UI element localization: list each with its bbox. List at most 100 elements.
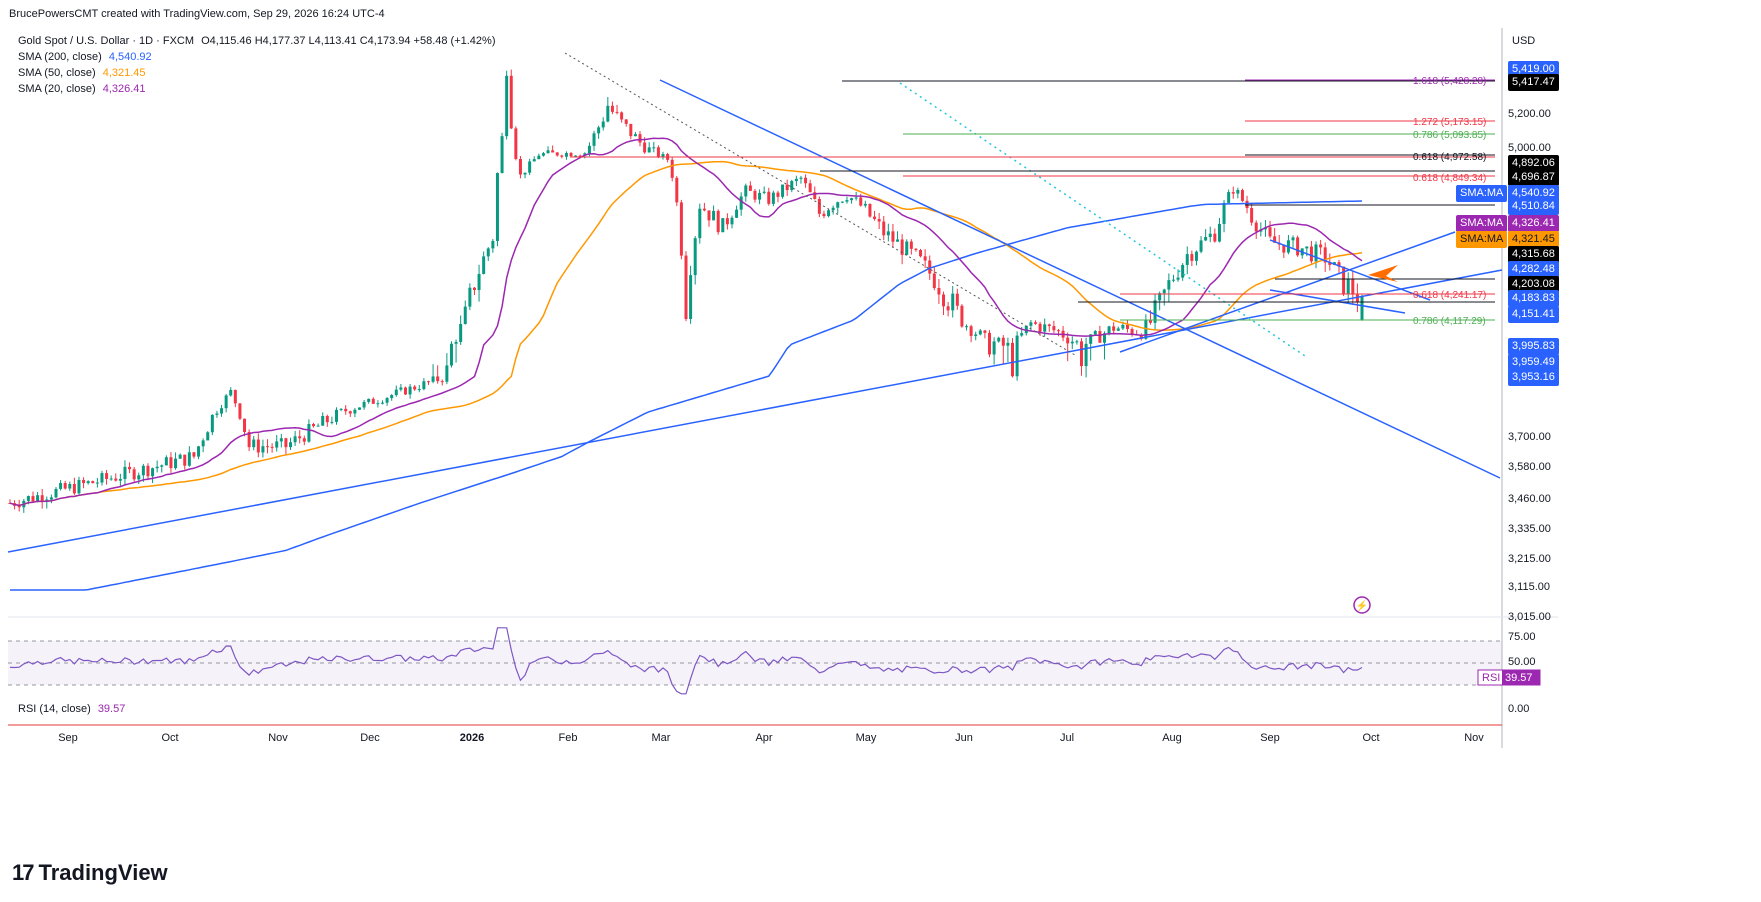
candle-body bbox=[31, 496, 35, 502]
candle-body bbox=[684, 255, 688, 319]
x-tick-label: Jul bbox=[1060, 732, 1074, 744]
rsi-tick-label: 0.00 bbox=[1508, 703, 1529, 715]
tradingview-brand[interactable]: 17 TradingView bbox=[12, 860, 168, 886]
channel-upper-line bbox=[1119, 231, 1456, 353]
sma20-legend-row[interactable]: SMA (20, close) 4,326.41 bbox=[18, 81, 495, 97]
rsi-line bbox=[9, 627, 1363, 695]
price-axis-tag: 4,203.08 bbox=[1508, 276, 1559, 293]
candle-body bbox=[702, 208, 706, 211]
candle-body bbox=[923, 256, 927, 261]
candle-body bbox=[845, 200, 849, 202]
candle-body bbox=[919, 250, 923, 257]
fib-level-label: 1.618 (5,428.28) bbox=[1413, 76, 1486, 87]
candle-body bbox=[960, 305, 964, 327]
y-tick-label: 5,000.00 bbox=[1508, 142, 1551, 154]
candle-body bbox=[408, 386, 412, 395]
candle-body bbox=[1360, 296, 1364, 321]
candle-body bbox=[302, 438, 306, 442]
candle-body bbox=[624, 119, 628, 124]
sma200-legend-row[interactable]: SMA (200, close) 4,540.92 bbox=[18, 49, 495, 65]
candle-body bbox=[1346, 279, 1350, 294]
candle-body bbox=[799, 177, 803, 179]
candle-body bbox=[114, 478, 118, 481]
candle-body bbox=[298, 436, 302, 439]
sma50-legend-row[interactable]: SMA (50, close) 4,321.45 bbox=[18, 65, 495, 81]
candle-body bbox=[1011, 342, 1015, 377]
candle-body bbox=[707, 210, 711, 221]
x-tick-label: May bbox=[856, 732, 877, 744]
candle-body bbox=[399, 387, 403, 390]
candle-body bbox=[187, 452, 191, 466]
candle-body bbox=[1098, 331, 1102, 343]
candle-body bbox=[997, 337, 1001, 342]
candle-body bbox=[275, 441, 279, 448]
candle-body bbox=[873, 216, 877, 220]
fib-level-label: 0.618 (4,972.58) bbox=[1413, 152, 1486, 163]
candle-body bbox=[518, 158, 522, 175]
candle-body bbox=[601, 121, 605, 128]
candle-body bbox=[1093, 331, 1097, 335]
candle-body bbox=[951, 293, 955, 311]
candle-body bbox=[353, 409, 357, 414]
candle-body bbox=[748, 185, 752, 191]
candle-body bbox=[459, 323, 463, 342]
candle-body bbox=[675, 177, 679, 203]
candle-body bbox=[1167, 280, 1171, 290]
candle-body bbox=[289, 442, 293, 448]
candle-body bbox=[541, 153, 545, 156]
candle-body bbox=[206, 432, 210, 441]
candle-body bbox=[82, 479, 86, 484]
candle-body bbox=[1296, 237, 1300, 256]
candle-body bbox=[1245, 200, 1249, 209]
long-term-trendline bbox=[7, 269, 1503, 553]
candle-body bbox=[367, 398, 371, 402]
candle-body bbox=[1171, 279, 1175, 281]
candle-body bbox=[1236, 190, 1240, 194]
candle-body bbox=[233, 389, 237, 404]
candle-body bbox=[128, 466, 132, 470]
candle-body bbox=[118, 479, 122, 481]
candle-body bbox=[1181, 264, 1185, 278]
candle-body bbox=[1337, 262, 1341, 267]
candle-body bbox=[905, 241, 909, 255]
orange-arrow-icon bbox=[1368, 265, 1398, 282]
rsi-legend[interactable]: RSI (14, close) 39.57 bbox=[18, 703, 125, 715]
price-axis-tag: 4,321.45 bbox=[1508, 231, 1559, 248]
candle-body bbox=[523, 172, 527, 175]
y-tick-label: 3,115.00 bbox=[1508, 581, 1550, 593]
candle-body bbox=[689, 275, 693, 319]
candle-body bbox=[86, 481, 90, 484]
candle-body bbox=[877, 219, 881, 222]
candle-body bbox=[1024, 325, 1028, 334]
candle-body bbox=[606, 105, 610, 122]
symbol-legend-row[interactable]: Gold Spot / U.S. Dollar · 1D · FXCM O4,1… bbox=[18, 33, 495, 49]
rsi-label: RSI (14, close) bbox=[18, 703, 91, 715]
candle-body bbox=[36, 495, 40, 502]
candle-body bbox=[454, 341, 458, 344]
x-tick-label: Aug bbox=[1162, 732, 1182, 744]
candle-body bbox=[1319, 244, 1323, 248]
price-axis-tag: 4,892.06 bbox=[1508, 155, 1559, 172]
candle-body bbox=[735, 209, 739, 218]
fib-level-label: 0.786 (5,093.85) bbox=[1413, 130, 1486, 141]
candle-body bbox=[725, 218, 729, 225]
candle-body bbox=[1020, 333, 1024, 336]
candle-body bbox=[767, 191, 771, 204]
sma50-value: 4,321.45 bbox=[102, 67, 146, 79]
candle-body bbox=[192, 452, 196, 457]
candle-body bbox=[1185, 254, 1189, 265]
candle-body bbox=[105, 473, 109, 479]
candle-body bbox=[1254, 222, 1258, 232]
candle-body bbox=[26, 496, 30, 501]
x-tick-label: Dec bbox=[360, 732, 380, 744]
candle-body bbox=[362, 401, 366, 408]
sma-axis-label: SMA:MA bbox=[1456, 215, 1508, 232]
candle-body bbox=[247, 432, 251, 448]
candle-body bbox=[587, 145, 591, 154]
tradingview-logo-icon: 17 bbox=[12, 860, 35, 885]
candle-body bbox=[983, 330, 987, 333]
candle-body bbox=[1084, 343, 1088, 367]
candle-body bbox=[900, 239, 904, 255]
sma20-label: SMA (20, close) bbox=[18, 83, 96, 95]
